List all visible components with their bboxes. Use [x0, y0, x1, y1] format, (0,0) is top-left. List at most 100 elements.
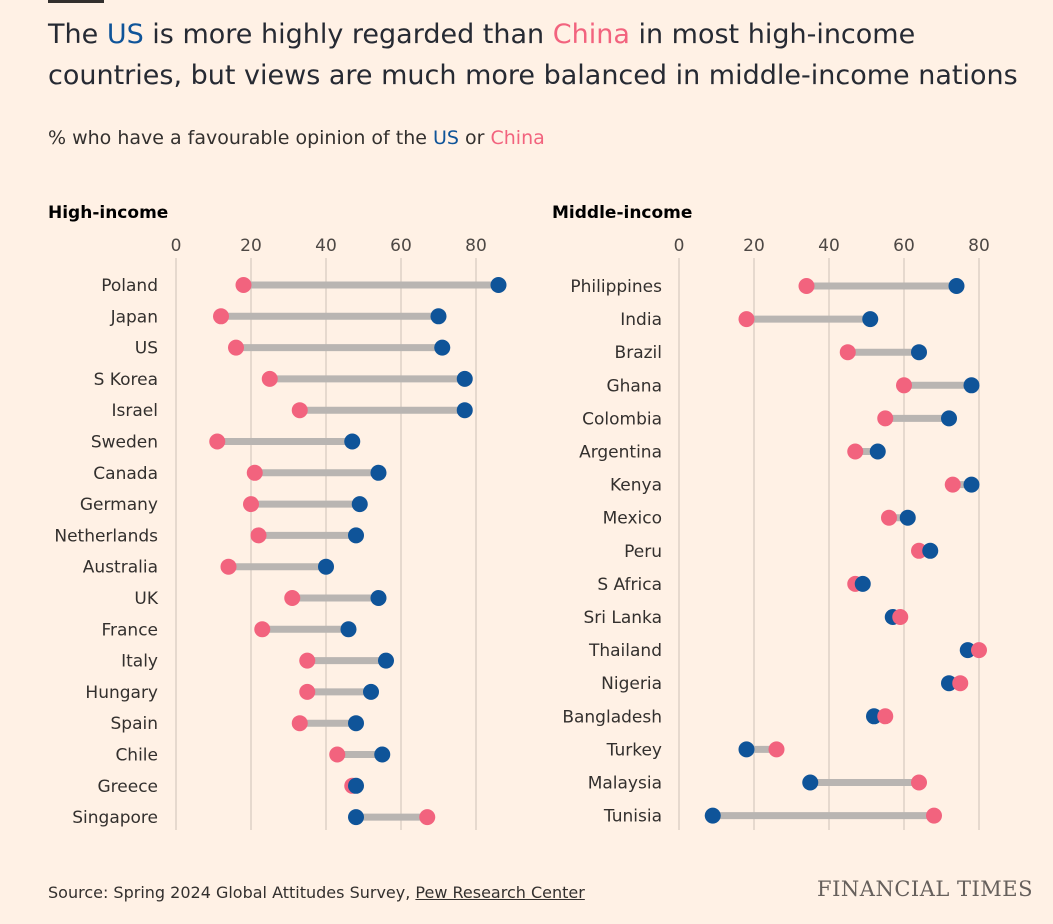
us-dot-brazil — [911, 344, 927, 361]
china-dot-hungary — [299, 683, 316, 700]
country-label-israel: Israel — [112, 401, 158, 421]
ft-logo: FINANCIAL TIMES — [817, 877, 1033, 901]
chart-subtitle: % who have a favourable opinion of the U… — [48, 127, 545, 149]
tick-label-middle-income-80: 80 — [968, 236, 990, 256]
us-dot-uk — [370, 590, 387, 606]
china-dot-tunisia — [926, 807, 942, 824]
us-dot-peru — [922, 542, 939, 559]
china-dot-peru — [911, 542, 927, 559]
title-china-highlight: China — [552, 19, 630, 50]
us-dot-s-africa — [854, 575, 871, 592]
tick-label-high-income-40: 40 — [315, 236, 337, 256]
country-label-turkey: Turkey — [606, 740, 662, 760]
china-dot-australia — [220, 558, 237, 575]
country-label-nigeria: Nigeria — [601, 674, 662, 694]
country-label-thailand: Thailand — [588, 641, 662, 661]
china-dot-turkey — [768, 741, 785, 758]
us-dot-kenya — [963, 476, 980, 493]
tick-label-high-income-0: 0 — [171, 236, 182, 256]
china-dot-sweden — [209, 433, 226, 450]
china-dot-thailand — [971, 642, 987, 659]
tick-label-middle-income-20: 20 — [743, 236, 765, 256]
source-note: Source: Spring 2024 Global Attitudes Sur… — [48, 883, 585, 902]
china-dot-ghana — [896, 377, 912, 394]
us-dot-poland — [490, 277, 507, 293]
china-dot-france — [254, 621, 271, 638]
us-dot-israel — [456, 402, 473, 419]
china-dot-bangladesh — [877, 708, 894, 725]
china-dot-nigeria — [952, 675, 969, 692]
country-label-india: India — [620, 310, 662, 330]
china-dot-poland — [235, 277, 252, 293]
china-dot-spain — [291, 715, 308, 732]
us-dot-s-korea — [456, 370, 473, 387]
us-dot-ghana — [963, 377, 980, 394]
title-us-highlight: US — [106, 19, 144, 50]
china-dot-italy — [299, 652, 316, 669]
country-label-s-korea: S Korea — [94, 370, 158, 390]
tick-label-middle-income-40: 40 — [818, 236, 840, 256]
country-label-malaysia: Malaysia — [588, 774, 662, 794]
country-label-canada: Canada — [93, 464, 158, 484]
source-text: Source: Spring 2024 Global Attitudes Sur… — [48, 883, 416, 902]
us-dot-australia — [318, 558, 334, 575]
country-label-argentina: Argentina — [579, 443, 662, 463]
china-dot-sri-lanka — [892, 609, 909, 625]
china-dot-japan — [213, 308, 229, 325]
country-label-sweden: Sweden — [91, 433, 158, 453]
country-label-italy: Italy — [121, 652, 158, 672]
country-label-netherlands: Netherlands — [54, 526, 158, 546]
country-label-peru: Peru — [624, 542, 662, 562]
tick-label-middle-income-0: 0 — [674, 236, 685, 256]
tick-label-high-income-20: 20 — [240, 236, 262, 256]
us-dot-chile — [374, 746, 391, 763]
tick-label-high-income-60: 60 — [390, 236, 412, 256]
us-dot-india — [862, 311, 879, 328]
us-dot-mexico — [899, 509, 916, 526]
us-dot-nigeria — [941, 675, 957, 692]
country-label-spain: Spain — [111, 714, 159, 734]
country-label-chile: Chile — [115, 746, 158, 766]
us-dot-turkey — [738, 741, 755, 758]
us-dot-germany — [351, 496, 368, 513]
country-label-tunisia: Tunisia — [603, 807, 662, 827]
country-label-mexico: Mexico — [603, 509, 662, 529]
china-dot-germany — [243, 496, 259, 513]
country-label-sri-lanka: Sri Lanka — [583, 608, 662, 628]
country-label-philippines: Philippines — [570, 277, 662, 297]
us-dot-bangladesh — [866, 708, 882, 725]
us-dot-tunisia — [704, 807, 721, 824]
country-label-s-africa: S Africa — [597, 575, 662, 595]
china-dot-chile — [329, 746, 346, 763]
us-dot-us — [434, 339, 451, 356]
country-label-bangladesh: Bangladesh — [562, 707, 662, 727]
country-label-greece: Greece — [97, 777, 158, 797]
country-label-japan: Japan — [110, 307, 158, 327]
country-label-brazil: Brazil — [615, 343, 662, 363]
country-label-germany: Germany — [80, 495, 158, 515]
china-dot-canada — [246, 464, 263, 481]
tick-label-middle-income-60: 60 — [893, 236, 915, 256]
china-dot-argentina — [847, 443, 864, 460]
country-label-hungary: Hungary — [85, 683, 158, 703]
top-accent-bar — [48, 0, 104, 3]
country-label-france: France — [101, 620, 158, 640]
china-dot-brazil — [839, 344, 856, 361]
china-dot-colombia — [877, 410, 894, 427]
subtitle-us-highlight: US — [433, 127, 459, 149]
us-dot-greece — [348, 777, 364, 794]
china-dot-philippines — [798, 278, 815, 294]
china-dot-kenya — [944, 476, 961, 493]
us-dot-france — [340, 621, 357, 638]
china-dot-israel — [291, 402, 308, 419]
country-label-singapore: Singapore — [72, 808, 158, 828]
country-label-us: US — [135, 339, 158, 359]
us-dot-malaysia — [802, 774, 819, 791]
source-link[interactable]: Pew Research Center — [415, 883, 585, 902]
country-label-colombia: Colombia — [582, 409, 662, 429]
us-dot-netherlands — [348, 527, 364, 544]
subtitle-china-highlight: China — [490, 127, 545, 149]
china-dot-uk — [284, 590, 301, 606]
china-dot-india — [738, 311, 755, 328]
